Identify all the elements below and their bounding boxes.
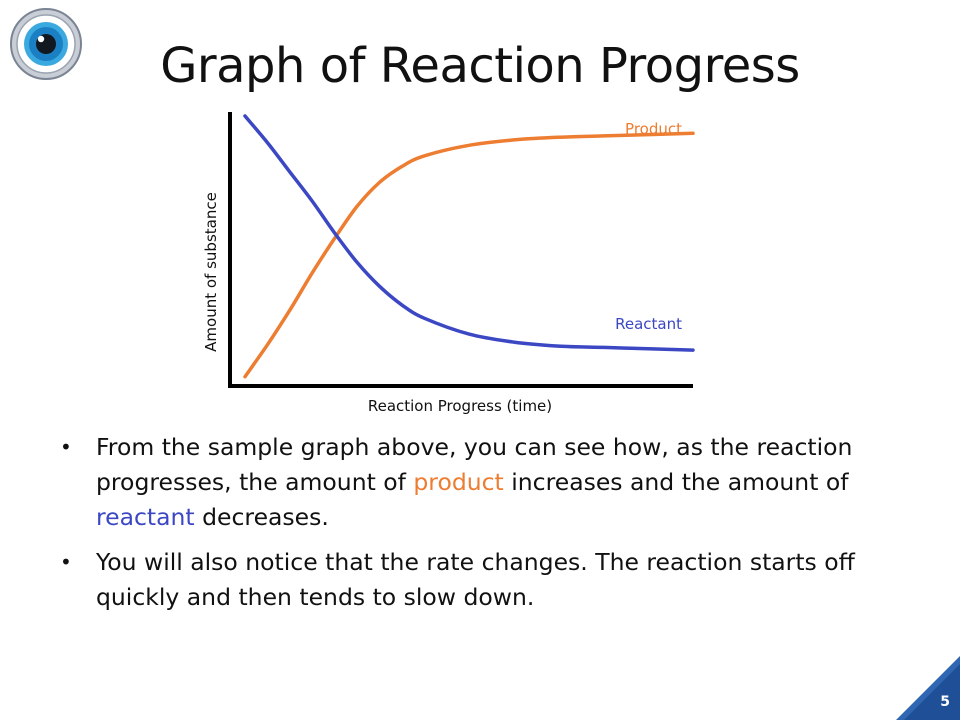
series-line-reactant <box>243 114 695 352</box>
chart-axes <box>228 112 693 388</box>
series-line-product <box>243 131 695 379</box>
bullet-text: You will also notice that the rate chang… <box>96 548 855 611</box>
page-title: Graph of Reaction Progress <box>160 38 800 94</box>
highlight-reactant: reactant <box>96 503 195 531</box>
bullet-list: • From the sample graph above, you can s… <box>56 430 916 625</box>
series-layer <box>243 114 695 379</box>
bullet-item: • From the sample graph above, you can s… <box>56 430 916 535</box>
highlight-product: product <box>413 468 504 496</box>
page-corner-decoration <box>896 656 960 720</box>
page-number: 5 <box>940 694 950 710</box>
eye-icon <box>10 8 82 80</box>
bullet-text-part: decreases. <box>194 503 329 531</box>
y-axis-label: Amount of substance <box>202 192 220 352</box>
series-label-product: Product <box>625 120 682 138</box>
x-axis-label: Reaction Progress (time) <box>368 397 552 415</box>
bullet-text-part: increases and the amount of <box>503 468 849 496</box>
bullet-item: • You will also notice that the rate cha… <box>56 545 916 615</box>
series-label-reactant: Reactant <box>615 315 682 333</box>
bullet-dot-icon: • <box>60 550 72 574</box>
bullet-text: From the sample graph above, you can see… <box>96 433 852 531</box>
bullet-dot-icon: • <box>60 435 72 459</box>
bullet-text-part: From the sample graph above, you can see… <box>96 433 853 496</box>
